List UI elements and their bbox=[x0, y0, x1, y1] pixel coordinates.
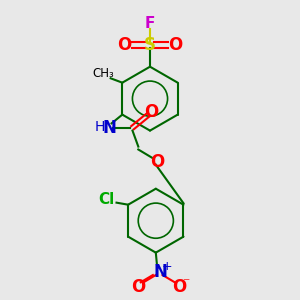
Text: O: O bbox=[131, 278, 146, 296]
Text: O: O bbox=[172, 278, 186, 296]
Text: N: N bbox=[153, 262, 167, 280]
Text: O: O bbox=[150, 153, 164, 171]
Text: O: O bbox=[118, 36, 132, 54]
Text: N: N bbox=[102, 119, 116, 137]
Text: ⁻: ⁻ bbox=[182, 276, 189, 290]
Text: H: H bbox=[95, 120, 105, 134]
Text: Cl: Cl bbox=[98, 192, 115, 207]
Text: +: + bbox=[161, 260, 172, 273]
Text: O: O bbox=[144, 103, 158, 121]
Text: S: S bbox=[144, 36, 156, 54]
Text: O: O bbox=[168, 36, 182, 54]
Text: F: F bbox=[145, 16, 155, 31]
Text: CH₃: CH₃ bbox=[93, 68, 114, 80]
